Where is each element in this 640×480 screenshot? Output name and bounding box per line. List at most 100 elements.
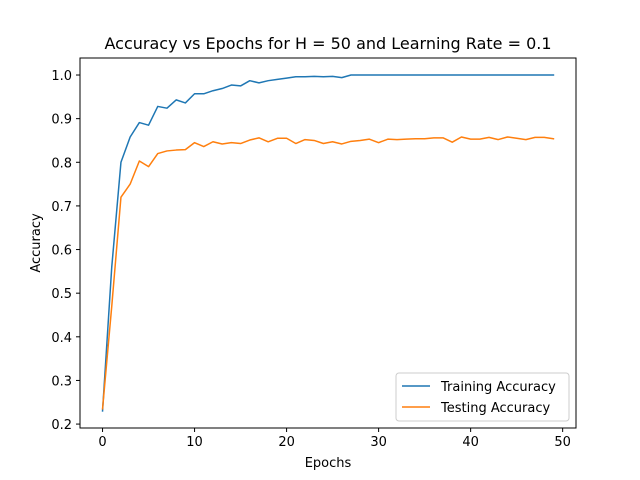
legend-label-training: Training Accuracy	[440, 380, 556, 395]
data-point-training-accuracy-29	[369, 74, 371, 76]
data-point-testing-accuracy-44	[507, 136, 509, 138]
x-tick-label-50: 50	[554, 435, 571, 450]
data-point-testing-accuracy-38	[451, 141, 453, 143]
data-point-training-accuracy-30	[378, 74, 380, 76]
data-point-testing-accuracy-45	[516, 137, 518, 139]
data-point-testing-accuracy-11	[203, 146, 205, 148]
data-point-training-accuracy-15	[240, 85, 242, 87]
data-point-testing-accuracy-4	[139, 160, 141, 162]
data-point-testing-accuracy-28	[359, 140, 361, 142]
data-point-testing-accuracy-12	[212, 141, 214, 143]
plot-area	[101, 74, 555, 412]
data-point-testing-accuracy-27	[350, 141, 352, 143]
data-point-testing-accuracy-19	[277, 137, 279, 139]
y-tick-label-0.7: 0.7	[51, 200, 72, 215]
data-point-training-accuracy-32	[396, 74, 398, 76]
data-point-training-accuracy-25	[332, 76, 334, 78]
data-point-testing-accuracy-21	[295, 143, 297, 145]
data-point-training-accuracy-47	[534, 74, 536, 76]
data-point-testing-accuracy-40	[470, 138, 472, 140]
data-point-testing-accuracy-15	[240, 143, 242, 145]
data-point-training-accuracy-17	[258, 82, 260, 84]
data-point-testing-accuracy-8	[175, 149, 177, 151]
x-tick-label-30: 30	[370, 435, 387, 450]
legend: Training Accuracy Testing Accuracy	[395, 372, 570, 422]
data-point-training-accuracy-48	[543, 74, 545, 76]
data-point-training-accuracy-0	[102, 410, 104, 412]
data-point-training-accuracy-45	[516, 74, 518, 76]
chart-title: Accuracy vs Epochs for H = 50 and Learni…	[104, 34, 551, 53]
data-point-testing-accuracy-13	[221, 143, 223, 145]
data-point-training-accuracy-41	[479, 74, 481, 76]
data-point-training-accuracy-40	[470, 74, 472, 76]
series-line-training-accuracy	[101, 74, 555, 412]
data-point-training-accuracy-31	[387, 74, 389, 76]
data-point-training-accuracy-26	[341, 77, 343, 79]
data-point-testing-accuracy-2	[120, 196, 122, 198]
data-point-testing-accuracy-33	[405, 138, 407, 140]
data-point-testing-accuracy-20	[286, 137, 288, 139]
data-point-training-accuracy-42	[488, 74, 490, 76]
y-tick-label-0.5: 0.5	[51, 287, 72, 302]
data-point-testing-accuracy-5	[148, 166, 150, 168]
data-point-training-accuracy-14	[231, 84, 233, 86]
series-line-testing-accuracy	[101, 136, 555, 410]
data-point-testing-accuracy-3	[129, 183, 131, 185]
y-tick-label-0.8: 0.8	[51, 156, 72, 171]
data-point-training-accuracy-5	[148, 124, 150, 126]
y-tick-label-1.0: 1.0	[51, 69, 72, 84]
data-point-testing-accuracy-24	[323, 143, 325, 145]
data-point-training-accuracy-2	[120, 161, 122, 163]
x-tick-label-40: 40	[462, 435, 479, 450]
x-tick-label-20: 20	[278, 435, 295, 450]
data-point-training-accuracy-18	[267, 80, 269, 82]
data-point-testing-accuracy-37	[442, 137, 444, 139]
data-point-training-accuracy-12	[212, 90, 214, 92]
data-point-testing-accuracy-23	[313, 140, 315, 142]
data-point-testing-accuracy-18	[267, 141, 269, 143]
data-point-testing-accuracy-32	[396, 139, 398, 141]
data-point-testing-accuracy-39	[461, 136, 463, 138]
data-point-training-accuracy-33	[405, 74, 407, 76]
data-point-testing-accuracy-9	[185, 149, 187, 151]
data-point-training-accuracy-10	[194, 93, 196, 95]
data-point-testing-accuracy-30	[378, 142, 380, 144]
y-tick-label-0.2: 0.2	[51, 418, 72, 433]
y-axis-label: Accuracy	[29, 213, 44, 273]
data-point-training-accuracy-46	[525, 74, 527, 76]
data-point-training-accuracy-8	[175, 99, 177, 101]
data-point-training-accuracy-44	[507, 74, 509, 76]
y-tick-label-0.9: 0.9	[51, 113, 72, 128]
data-point-testing-accuracy-17	[258, 137, 260, 139]
data-point-training-accuracy-24	[323, 76, 325, 78]
data-point-training-accuracy-13	[221, 88, 223, 90]
data-point-training-accuracy-35	[424, 74, 426, 76]
data-point-testing-accuracy-25	[332, 141, 334, 143]
y-tick-label-0.3: 0.3	[51, 374, 72, 389]
data-point-testing-accuracy-22	[304, 139, 306, 141]
x-tick-label-10: 10	[186, 435, 203, 450]
data-point-testing-accuracy-1	[111, 305, 113, 307]
data-point-testing-accuracy-49	[553, 138, 555, 140]
data-point-training-accuracy-20	[286, 77, 288, 79]
data-point-training-accuracy-1	[111, 266, 113, 268]
plot-frame	[79, 57, 577, 429]
data-point-training-accuracy-38	[451, 74, 453, 76]
data-point-training-accuracy-37	[442, 74, 444, 76]
data-point-training-accuracy-21	[295, 76, 297, 78]
data-point-testing-accuracy-26	[341, 143, 343, 145]
data-point-training-accuracy-11	[203, 93, 205, 95]
data-point-training-accuracy-49	[553, 74, 555, 76]
data-point-testing-accuracy-34	[415, 138, 417, 140]
data-point-testing-accuracy-6	[157, 153, 159, 155]
data-point-testing-accuracy-35	[424, 138, 426, 140]
y-tick-label-0.4: 0.4	[51, 331, 72, 346]
data-point-testing-accuracy-0	[102, 408, 104, 410]
data-point-training-accuracy-28	[359, 74, 361, 76]
data-point-testing-accuracy-36	[433, 137, 435, 139]
data-point-training-accuracy-27	[350, 74, 352, 76]
x-axis-label: Epochs	[305, 456, 352, 471]
data-point-testing-accuracy-46	[525, 139, 527, 141]
